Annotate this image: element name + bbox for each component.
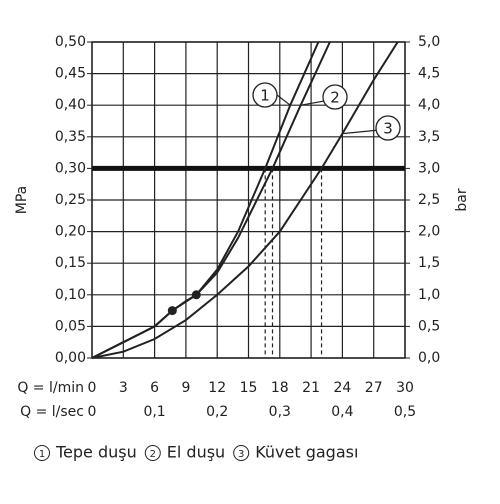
- x-axis-label: Q = l/min: [17, 380, 84, 396]
- x-tick-label: 30: [396, 380, 414, 396]
- callout-circle: [322, 84, 348, 110]
- x-tick-label: 27: [365, 380, 383, 396]
- x-tick-label: 0: [88, 380, 97, 396]
- legend-number: 3: [238, 449, 244, 460]
- y2-tick-label: 4,0: [418, 97, 440, 113]
- y2-tick-label: 0,0: [418, 350, 440, 366]
- y2-tick-label: 4,5: [418, 66, 440, 82]
- x2-tick-label: 0,4: [331, 404, 353, 420]
- callout-number: 1: [260, 87, 270, 105]
- y2-axis-label: bar: [454, 188, 470, 211]
- y-tick-label: 0,25: [55, 192, 86, 208]
- series-line: [91, 41, 399, 359]
- x-tick-label: 6: [150, 380, 159, 396]
- y2-tick-label: 5,0: [418, 34, 440, 50]
- y-tick-label: 0,10: [55, 287, 86, 303]
- point-marker: [167, 306, 177, 316]
- y-tick-label: 0,00: [55, 350, 86, 366]
- y-tick-label: 0,50: [55, 34, 86, 50]
- legend-circle: [144, 445, 161, 461]
- y2-tick-label: 1,0: [418, 287, 440, 303]
- point-marker: [191, 290, 201, 300]
- y2-tick-label: 2,0: [418, 224, 440, 240]
- x-tick-label: 12: [208, 380, 226, 396]
- legend-label: Tepe duşu: [55, 443, 137, 462]
- y2-tick-label: 3,0: [418, 160, 440, 176]
- x-tick-label: 9: [181, 380, 190, 396]
- legend-circle: [233, 445, 250, 461]
- y2-tick-label: 3,5: [418, 129, 440, 145]
- callout-circle: [252, 82, 278, 108]
- y-axis-label: MPa: [14, 186, 30, 214]
- legend-label: El duşu: [167, 443, 225, 462]
- y-tick-label: 0,40: [55, 97, 86, 113]
- x2-axis-label: Q = l/sec: [20, 404, 84, 420]
- y2-tick-label: 1,5: [418, 255, 440, 271]
- legend-label: Küvet gagası: [255, 443, 358, 462]
- y-tick-label: 0,45: [55, 66, 86, 82]
- y-tick-label: 0,05: [55, 318, 86, 334]
- x2-tick-label: 0,2: [206, 404, 228, 420]
- series-line: [91, 41, 331, 359]
- callout-number: 3: [383, 120, 393, 138]
- legend-number: 2: [150, 449, 156, 460]
- callout-circle: [375, 115, 401, 141]
- y-tick-label: 0,20: [55, 224, 86, 240]
- y2-tick-label: 0,5: [418, 318, 440, 334]
- y-tick-label: 0,30: [55, 160, 86, 176]
- legend-circle: [34, 445, 50, 461]
- x-tick-label: 3: [119, 380, 128, 396]
- plot-frame: [91, 41, 406, 359]
- y2-tick-label: 2,5: [418, 192, 440, 208]
- legend-number: 1: [39, 449, 45, 460]
- y-tick-label: 0,35: [55, 129, 86, 145]
- x-tick-label: 24: [333, 380, 351, 396]
- x2-tick-label: 0: [88, 404, 97, 420]
- x-tick-label: 21: [302, 380, 320, 396]
- callout-leader: [276, 94, 291, 106]
- x-tick-label: 15: [240, 380, 258, 396]
- x-tick-label: 18: [271, 380, 289, 396]
- callout-number: 2: [330, 89, 340, 107]
- x2-tick-label: 0,1: [143, 404, 165, 420]
- x2-tick-label: 0,5: [394, 404, 416, 420]
- y-tick-label: 0,15: [55, 255, 86, 271]
- x2-tick-label: 0,3: [269, 404, 291, 420]
